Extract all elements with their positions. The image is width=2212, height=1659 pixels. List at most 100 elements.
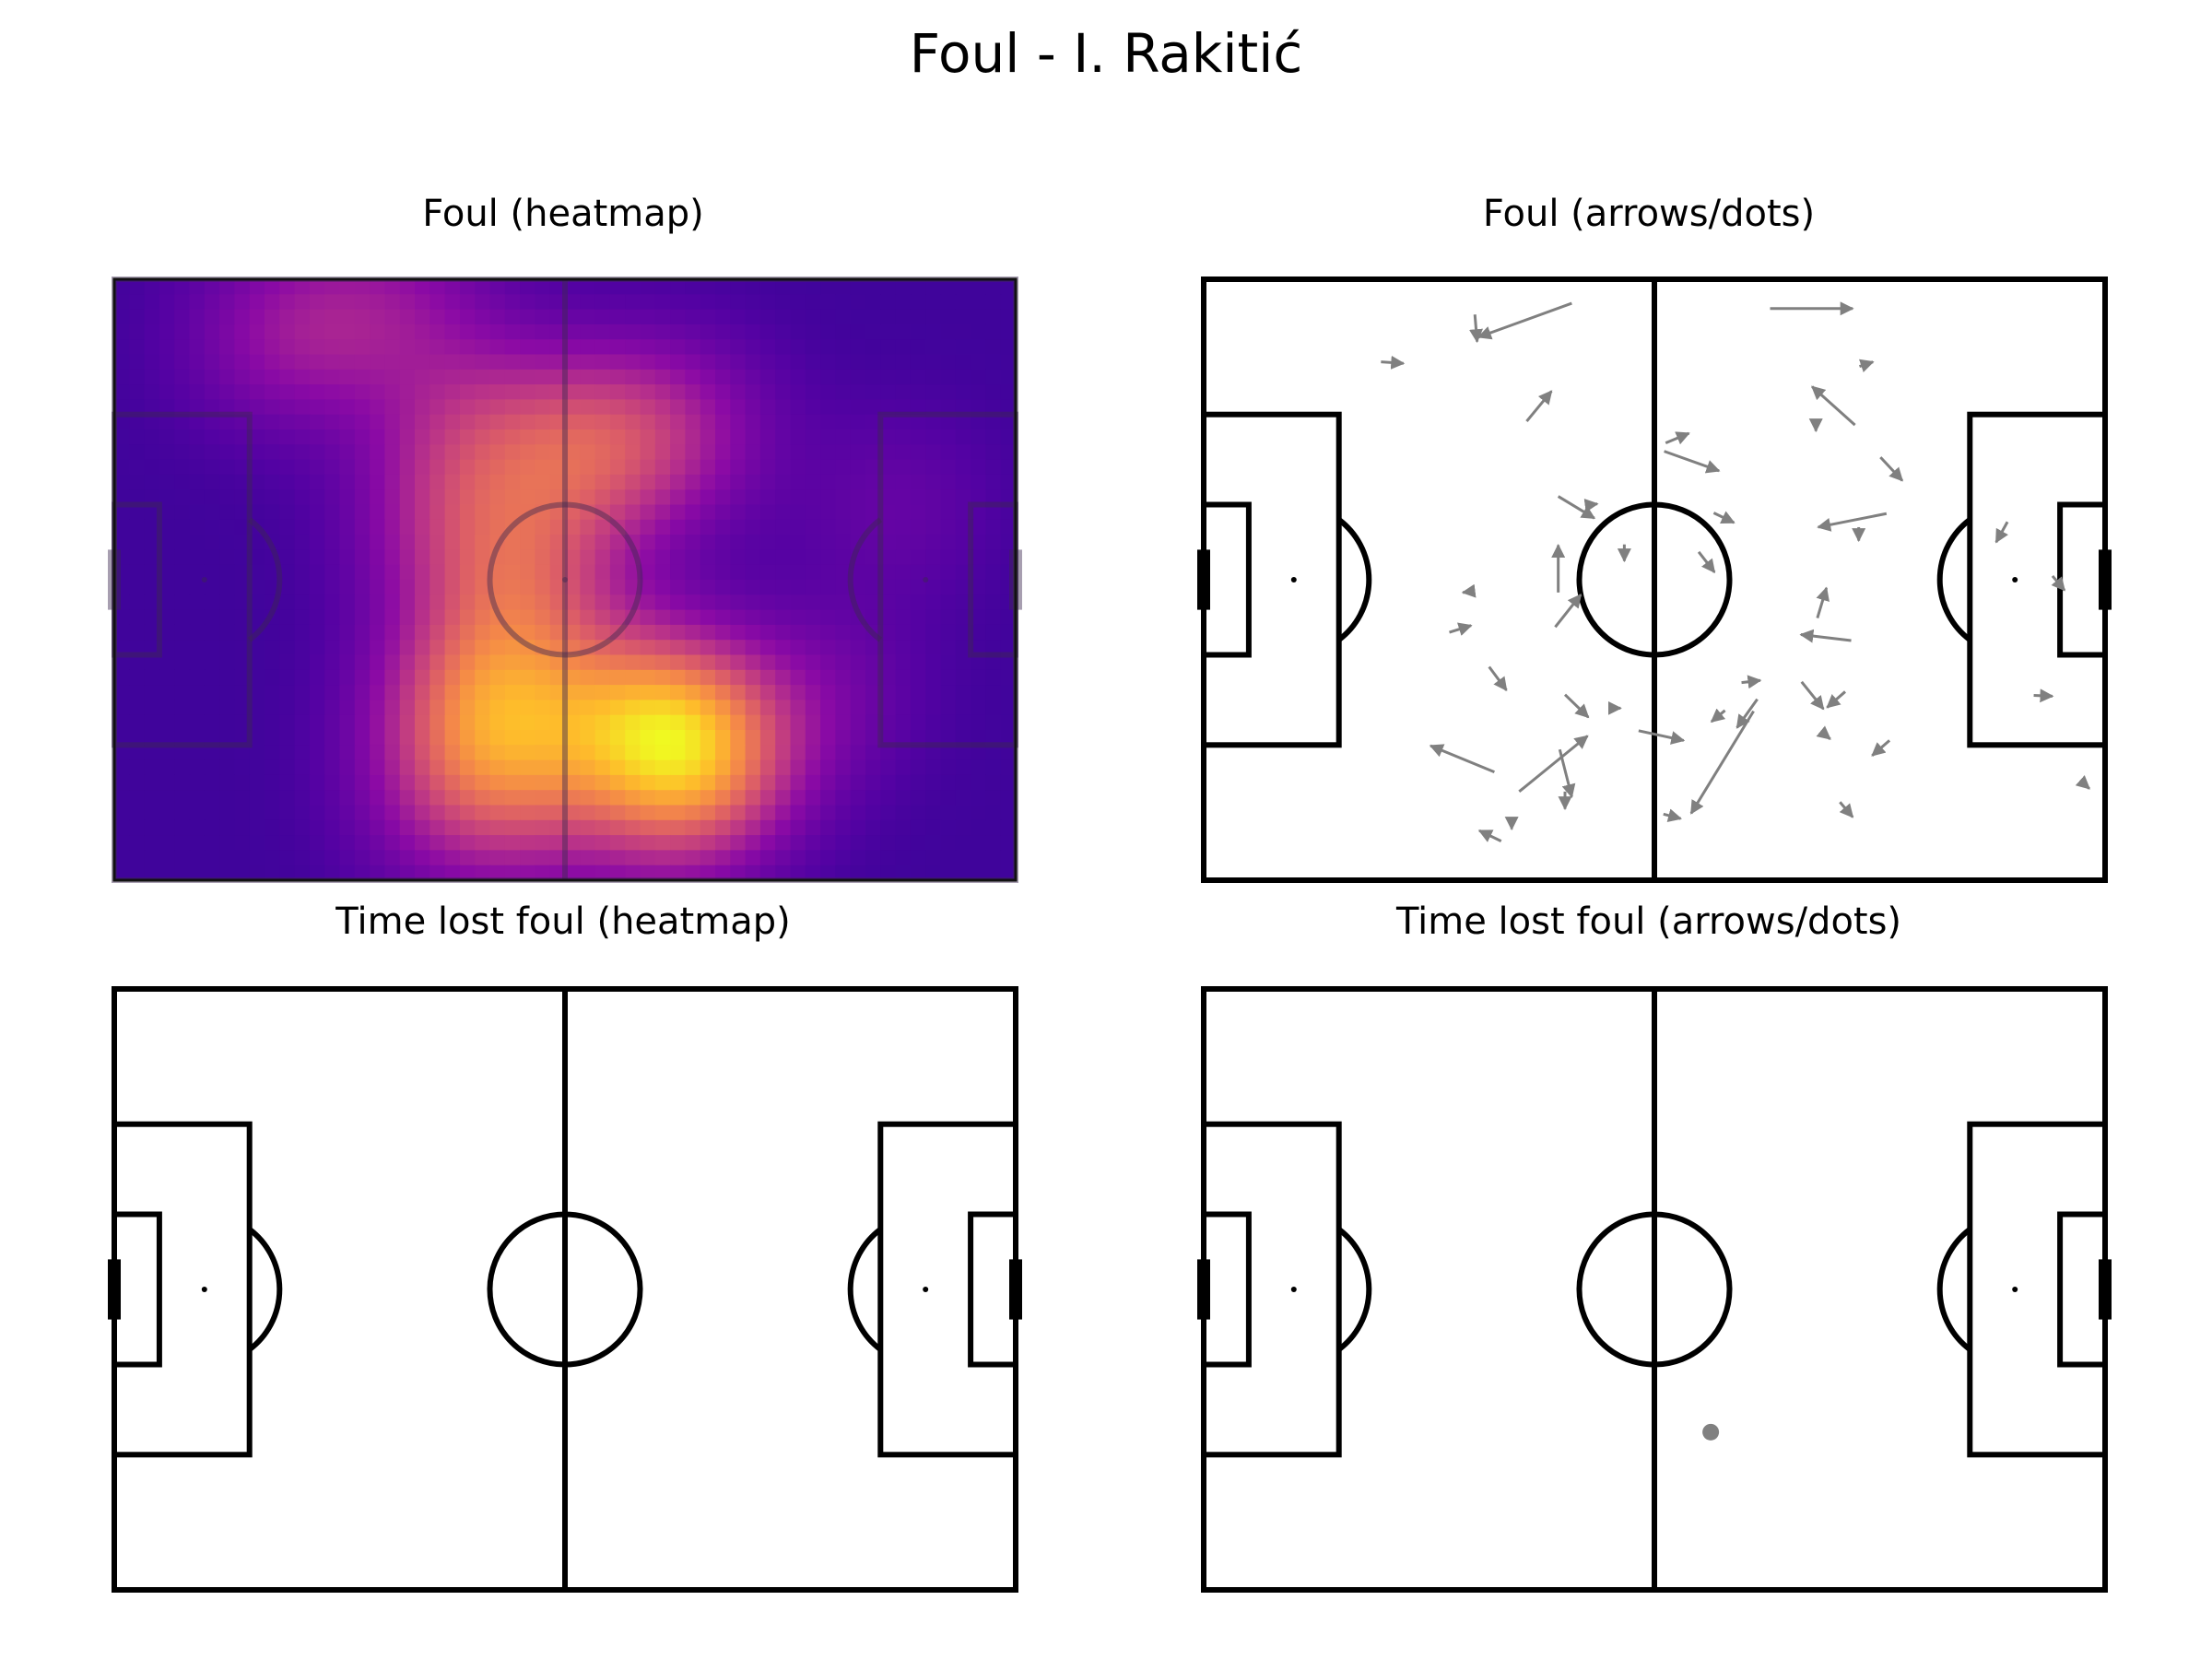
heatmap-cell xyxy=(700,805,716,821)
heatmap-cell xyxy=(609,654,626,671)
heatmap-cell xyxy=(384,324,401,340)
heatmap-cell xyxy=(370,669,385,686)
heatmap-cell xyxy=(415,685,430,700)
heatmap-cell xyxy=(565,685,581,700)
heatmap-cell xyxy=(459,654,476,671)
heatmap-cell xyxy=(549,850,566,866)
heatmap-cell xyxy=(820,594,836,611)
heatmap-cell xyxy=(204,669,220,686)
heatmap-cell xyxy=(790,369,806,385)
heatmap-cell xyxy=(219,805,235,821)
heatmap-cell xyxy=(820,369,836,385)
heatmap-cell xyxy=(309,384,325,400)
heatmap-cell xyxy=(910,865,926,881)
heatmap-cell xyxy=(654,835,671,851)
heatmap-cell xyxy=(370,564,385,581)
heatmap-cell xyxy=(805,759,821,776)
heatmap-cell xyxy=(549,564,566,581)
heatmap-cell xyxy=(204,714,220,731)
heatmap-cell xyxy=(144,865,160,881)
heatmap-cell xyxy=(580,685,596,700)
heatmap-cell xyxy=(759,444,776,461)
heatmap-cell xyxy=(850,309,866,325)
heatmap-cell xyxy=(535,324,551,340)
heatmap-cell xyxy=(654,669,671,686)
heatmap-cell xyxy=(444,759,461,776)
heatmap-cell xyxy=(324,489,341,506)
heatmap-cell xyxy=(174,774,191,791)
heatmap-cell xyxy=(730,714,747,731)
heatmap-cell xyxy=(609,700,626,716)
heatmap-cell xyxy=(265,279,280,295)
heatmap-cell xyxy=(759,459,776,476)
heatmap-cell xyxy=(715,564,731,581)
heatmap-cell xyxy=(865,609,881,626)
heatmap-cell xyxy=(459,835,476,851)
heatmap-cell xyxy=(985,700,1002,716)
heatmap-cell xyxy=(354,504,371,521)
heatmap-cell xyxy=(309,865,325,881)
heatmap-cell xyxy=(985,535,1002,550)
heatmap-cell xyxy=(594,519,611,535)
heatmap-cell xyxy=(459,850,476,866)
heatmap-cell xyxy=(549,309,566,325)
heatmap-cell xyxy=(895,369,912,385)
heatmap-cell xyxy=(745,805,761,821)
heatmap-cell xyxy=(895,324,912,340)
heatmap-cell xyxy=(759,399,776,416)
heatmap-cell xyxy=(700,519,716,535)
heatmap-cell xyxy=(144,774,160,791)
heatmap-cell xyxy=(925,594,942,611)
heatmap-cell xyxy=(745,279,761,295)
heatmap-cell xyxy=(835,640,852,656)
heatmap-cell xyxy=(730,759,747,776)
heatmap-cell xyxy=(805,339,821,356)
heatmap-cell xyxy=(234,700,251,716)
heatmap-cell xyxy=(475,399,491,416)
heatmap-cell xyxy=(955,459,971,476)
heatmap-cell xyxy=(730,790,747,806)
heatmap-cell xyxy=(370,819,385,836)
heatmap-cell xyxy=(715,474,731,490)
heatmap-cell xyxy=(204,429,220,445)
heatmap-cell xyxy=(985,474,1002,490)
heatmap-cell xyxy=(189,624,206,641)
heatmap-cell xyxy=(354,640,371,656)
heatmap-cell xyxy=(339,309,356,325)
heatmap-cell xyxy=(865,669,881,686)
heatmap-cell xyxy=(670,519,686,535)
heatmap-cell xyxy=(144,819,160,836)
heatmap-cell xyxy=(654,640,671,656)
heatmap-cell xyxy=(955,384,971,400)
heatmap-cell xyxy=(565,730,581,746)
heatmap-cell xyxy=(294,790,311,806)
heatmap-cell xyxy=(129,850,146,866)
heatmap-cell xyxy=(580,354,596,371)
heatmap-cell xyxy=(880,700,897,716)
heatmap-cell xyxy=(219,624,235,641)
heatmap-cell xyxy=(459,564,476,581)
heatmap-cell xyxy=(985,714,1002,731)
heatmap-cell xyxy=(1000,745,1017,761)
heatmap-cell xyxy=(219,384,235,400)
heatmap-cell xyxy=(625,624,641,641)
heatmap-cell xyxy=(700,429,716,445)
heatmap-cell xyxy=(354,774,371,791)
heatmap-cell xyxy=(971,654,986,671)
heatmap-cell xyxy=(520,745,535,761)
heatmap-cell xyxy=(955,714,971,731)
heatmap-cell xyxy=(384,594,401,611)
heatmap-cell xyxy=(715,354,731,371)
heatmap-cell xyxy=(609,504,626,521)
heatmap-cell xyxy=(249,805,265,821)
heatmap-cell xyxy=(429,429,446,445)
heatmap-cell xyxy=(865,309,881,325)
heatmap-cell xyxy=(475,759,491,776)
heatmap-cell xyxy=(971,669,986,686)
heatmap-cell xyxy=(370,730,385,746)
heatmap-cell xyxy=(759,580,776,595)
heatmap-cell xyxy=(820,850,836,866)
heatmap-cell xyxy=(129,414,146,430)
heatmap-cell xyxy=(204,790,220,806)
heatmap-cell xyxy=(129,624,146,641)
